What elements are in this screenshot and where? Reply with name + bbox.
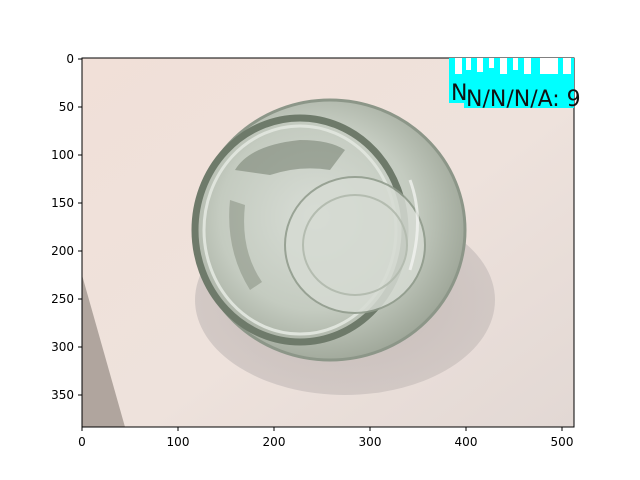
overlay-annotation: N N/N/N/A: 9 [449,58,581,112]
y-tick-label: 350 [51,388,74,402]
y-tick-label: 250 [51,292,74,306]
y-tick-label: 100 [51,148,74,162]
x-tick-label: 100 [167,435,190,449]
y-axis: 0 50 100 150 200 250 300 350 [51,52,82,402]
y-tick-label: 300 [51,340,74,354]
y-tick-label: 150 [51,196,74,210]
x-tick-label: 400 [455,435,478,449]
overlay-label-back: N [451,81,467,106]
x-tick-label: 300 [359,435,382,449]
y-tick-label: 0 [66,52,74,66]
x-tick-label: 0 [78,435,86,449]
y-tick-label: 50 [59,100,74,114]
x-axis: 0 100 200 300 400 500 [78,427,573,449]
y-tick-label: 200 [51,244,74,258]
plot-frame [81,57,575,428]
x-tick-label: 500 [551,435,574,449]
overlay-label-front: N/N/N/A: 9 [466,87,581,112]
x-tick-label: 200 [263,435,286,449]
photo [82,58,574,427]
